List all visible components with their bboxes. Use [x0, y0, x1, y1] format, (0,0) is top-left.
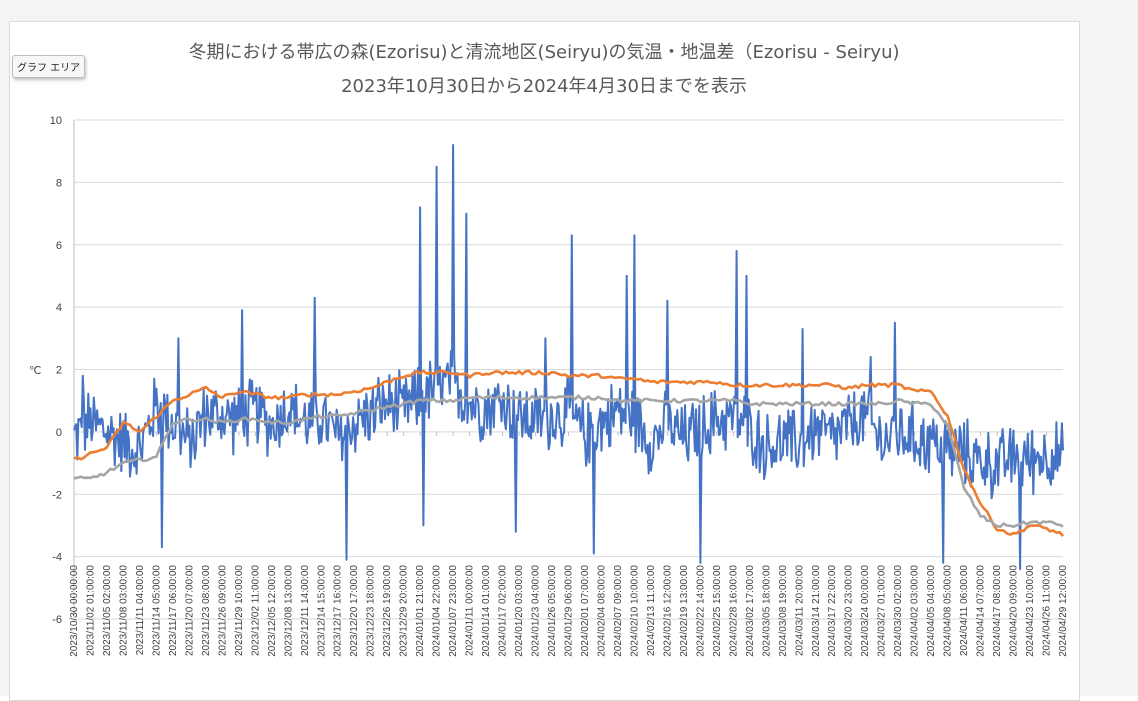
y-axis-label: ℃: [29, 365, 41, 377]
x-tick-label: 2024/03/05 18:00:00: [761, 565, 772, 657]
x-tick-label: 2023/12/23 18:00:00: [366, 565, 377, 657]
chart-subtitle: 2023年10月30日から2024年4月30日までを表示: [341, 76, 747, 97]
x-tick-label: 2024/01/17 02:00:00: [498, 565, 509, 657]
y-tick-label: -2: [52, 489, 62, 501]
x-tick-label: 2024/02/10 10:00:00: [629, 565, 640, 657]
x-tick-label: 2024/01/04 22:00:00: [432, 565, 443, 657]
x-tick-label: 2024/03/11 20:00:00: [794, 565, 805, 656]
x-tick-label: 2024/04/17 08:00:00: [992, 565, 1003, 657]
x-tick-label: 2023/12/08 13:00:00: [283, 565, 294, 657]
x-tick-label: 2024/04/20 09:00:00: [1009, 565, 1020, 657]
x-tick-label: 2024/02/07 09:00:00: [613, 565, 624, 657]
x-tick-label: 2024/04/26 11:00:00: [1042, 565, 1053, 656]
x-tick-label: 2024/02/25 15:00:00: [712, 565, 723, 657]
x-tick-label: 2024/01/07 23:00:00: [448, 565, 459, 657]
y-tick-label: -6: [52, 614, 62, 626]
y-tick-label: 2: [56, 365, 62, 377]
x-tick-label: 2024/03/20 23:00:00: [844, 565, 855, 657]
x-tick-label: 2023/12/17 16:00:00: [333, 565, 344, 657]
x-tick-label: 2023/11/23 08:00:00: [201, 565, 212, 656]
y-tick-label: 10: [50, 115, 62, 127]
x-tick-label: 2024/03/02 17:00:00: [745, 565, 756, 657]
x-tick-label: 2024/03/27 01:00:00: [877, 565, 888, 657]
series-line-2: [73, 369, 1064, 537]
x-tick-label: 2024/04/14 07:00:00: [976, 565, 987, 657]
series-line-3: [73, 394, 1064, 529]
x-tick-label: 2023/12/02 11:00:00: [250, 565, 261, 656]
x-tick-label: 2023/11/11 04:00:00: [135, 565, 146, 656]
y-axis: -6 -4 -2 0 2 4 6 8 10: [50, 115, 75, 626]
x-tick-label: 2023/11/05 02:00:00: [102, 565, 113, 656]
x-tick-label: 2024/04/11 06:00:00: [959, 565, 970, 656]
x-tick-label: 2023/12/29 20:00:00: [399, 565, 410, 657]
x-tick-label: 2024/02/22 14:00:00: [695, 565, 706, 657]
x-tick-label: 2024/03/30 02:00:00: [893, 565, 904, 657]
chart-area-tooltip: グラフ エリア: [12, 55, 86, 78]
x-tick-label: 2023/11/26 09:00:00: [217, 565, 228, 656]
x-tick-label: 2023/12/11 14:00:00: [300, 565, 311, 656]
x-tick-label: 2024/03/24 00:00:00: [860, 565, 871, 657]
x-tick-label: 2023/11/29 10:00:00: [234, 565, 245, 656]
x-tick-label: 2023/12/05 12:00:00: [267, 565, 278, 657]
y-tick-label: 0: [56, 427, 62, 439]
x-tick-label: 2024/01/29 06:00:00: [564, 565, 575, 657]
x-tick-label: 2024/04/08 05:00:00: [943, 565, 954, 657]
x-tick-label: 2024/02/16 12:00:00: [662, 565, 673, 657]
x-axis: 2023/10/30 00:00:00 2023/11/02 01:00:00 20…: [69, 431, 1069, 657]
x-tick-label: 2024/02/04 08:00:00: [596, 565, 607, 657]
x-tick-label: 2023/11/20 07:00:00: [184, 565, 195, 656]
grid-lines: [74, 119, 1063, 620]
x-tick-label: 2023/12/20 17:00:00: [349, 565, 360, 657]
x-tick-label: 2024/01/01 21:00:00: [415, 565, 426, 657]
x-tick-label: 2024/02/13 11:00:00: [646, 565, 657, 656]
x-tick-label: 2024/03/14 21:00:00: [811, 565, 822, 657]
x-tick-label: 2024/02/28 16:00:00: [728, 565, 739, 657]
y-tick-label: 4: [56, 302, 62, 314]
x-tick-label: 2024/03/17 22:00:00: [827, 565, 838, 657]
x-tick-label: 2024/02/01 07:00:00: [580, 565, 591, 657]
x-tick-label: 2024/02/19 13:00:00: [679, 565, 690, 657]
x-tick-label: 2023/11/08 03:00:00: [118, 565, 129, 656]
x-tick-label: 2023/12/14 15:00:00: [316, 565, 327, 657]
x-tick-label: 2024/04/02 03:00:00: [910, 565, 921, 657]
x-tick-label: 2024/04/29 12:00:00: [1058, 565, 1069, 657]
x-tick-label: 2024/04/05 04:00:00: [926, 565, 937, 657]
chart-title: 冬期における帯広の森(Ezorisu)と清流地区(Seiryu)の気温・地温差（…: [188, 42, 900, 63]
x-tick-label: 2023/12/26 19:00:00: [382, 565, 393, 657]
x-tick-label: 2024/04/23 10:00:00: [1025, 565, 1036, 657]
y-tick-label: 8: [56, 177, 62, 189]
x-tick-label: 2024/01/20 03:00:00: [514, 565, 525, 657]
x-tick-label: 2023/11/14 05:00:00: [151, 565, 162, 656]
y-tick-label: 6: [56, 240, 62, 252]
x-tick-label: 2024/01/23 04:00:00: [531, 565, 542, 657]
x-tick-label: 2024/01/14 01:00:00: [481, 565, 492, 657]
x-tick-label: 2023/11/17 06:00:00: [168, 565, 179, 656]
y-tick-label: -4: [52, 552, 62, 564]
x-tick-label: 2024/03/08 19:00:00: [778, 565, 789, 657]
x-tick-label: 2024/01/11 00:00:00: [465, 565, 476, 656]
x-tick-label: 2023/10/30 00:00:00: [69, 565, 80, 657]
series-line-1: [73, 144, 1064, 571]
x-tick-label: 2024/01/26 05:00:00: [547, 565, 558, 657]
series-lines: [73, 144, 1064, 571]
x-tick-label: 2023/11/02 01:00:00: [85, 565, 96, 656]
